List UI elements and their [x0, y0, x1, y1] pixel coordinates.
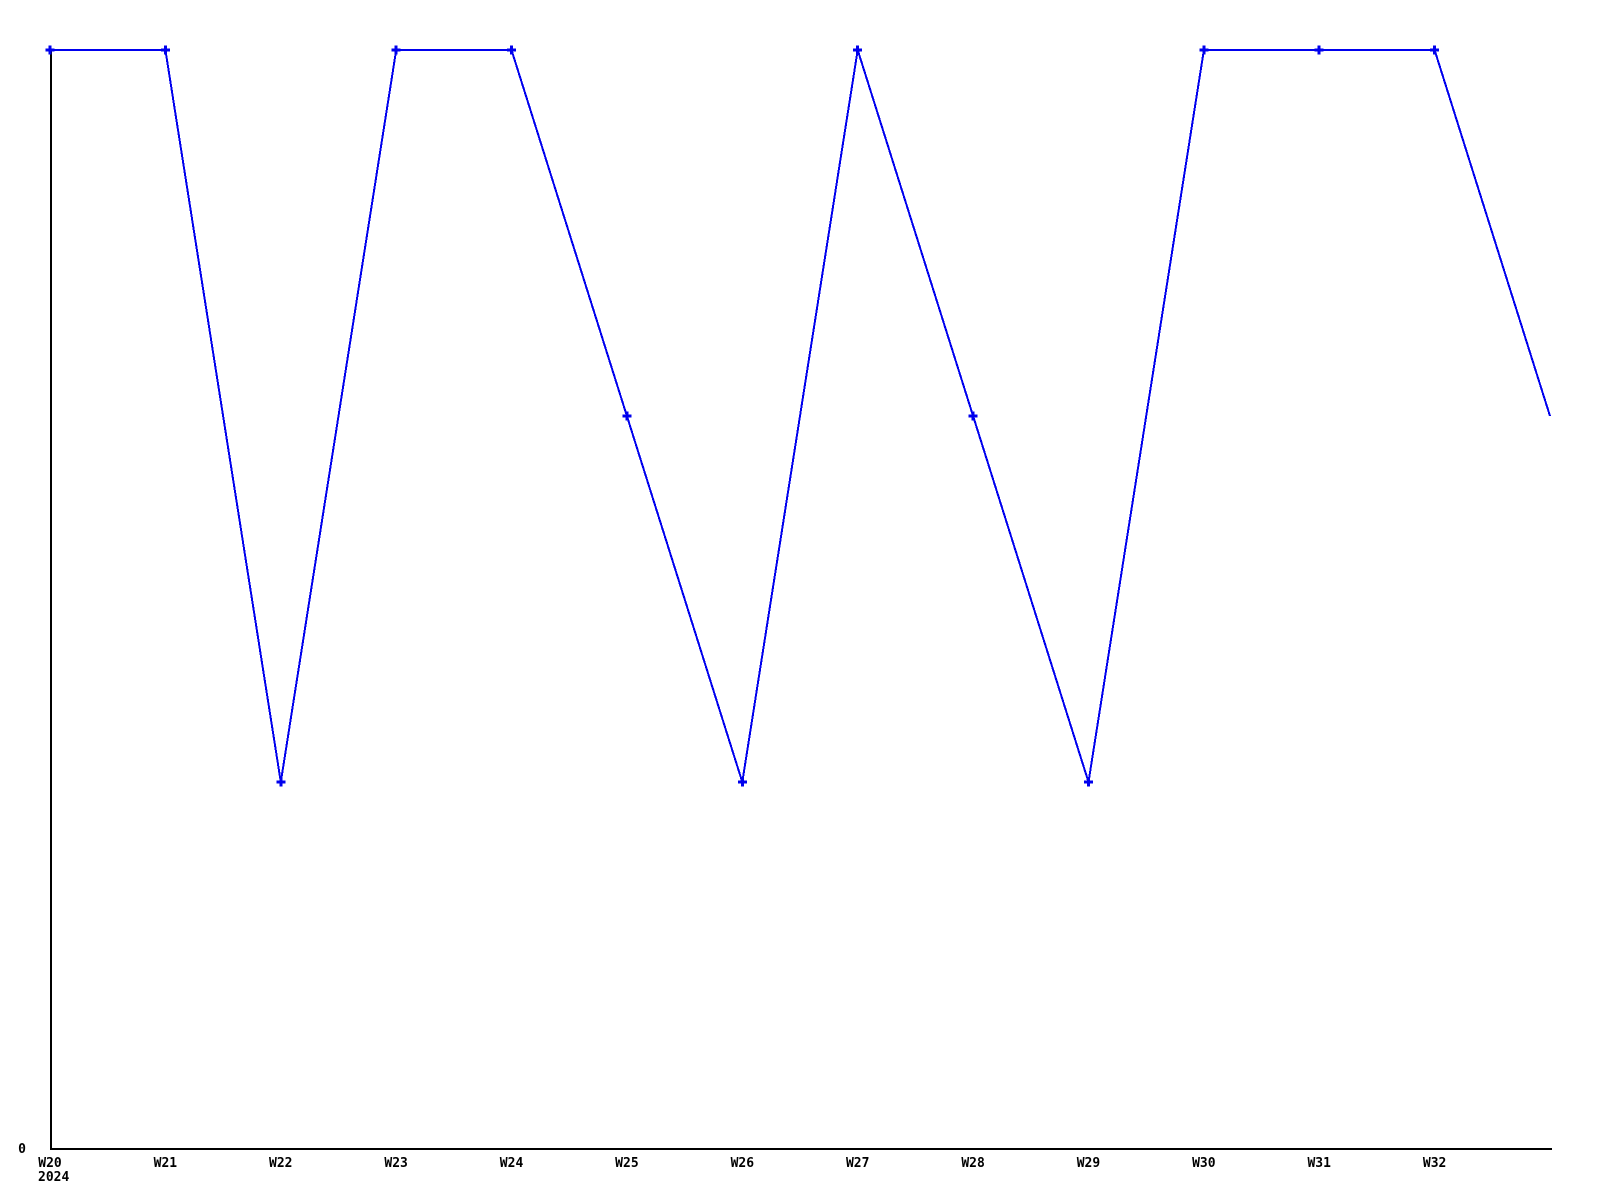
data-point-marker	[622, 411, 632, 421]
x-tick-label: W31	[1307, 1156, 1331, 1171]
marker-plus-vertical	[163, 45, 167, 55]
x-tick-label: W22	[269, 1156, 292, 1171]
marker-plus-vertical	[279, 777, 283, 787]
x-tick-label: W25	[615, 1156, 638, 1171]
marker-plus-vertical	[740, 777, 744, 787]
x-tick-label: W29	[1077, 1156, 1100, 1171]
data-point-marker	[276, 777, 286, 787]
data-point-marker	[1084, 777, 1093, 787]
data-point-marker	[160, 45, 170, 55]
data-point-marker	[737, 777, 747, 787]
data-point-marker	[507, 45, 516, 55]
data-line	[50, 49, 1551, 783]
x-tick-label: W23	[384, 1156, 407, 1171]
marker-plus-vertical	[625, 411, 629, 421]
data-point-marker	[1199, 45, 1209, 55]
x-tick-label: W30	[1192, 1156, 1216, 1171]
data-point-marker	[968, 411, 978, 421]
y-tick-label: 0	[18, 1142, 26, 1157]
marker-plus-vertical	[48, 45, 52, 55]
x-tick-label: W21	[154, 1156, 178, 1171]
x-tick-label: W26	[731, 1156, 755, 1171]
marker-plus-vertical	[971, 411, 975, 421]
x-tick-label: W32	[1423, 1156, 1446, 1171]
x-tick-label: W20	[38, 1156, 62, 1171]
marker-plus-vertical	[394, 45, 398, 55]
marker-plus-vertical	[1202, 45, 1206, 55]
x-tick-label: W24	[500, 1156, 524, 1171]
data-point-marker	[1314, 45, 1324, 55]
x-tick-label: W27	[846, 1156, 869, 1171]
data-point-marker	[45, 45, 55, 55]
x-tick-label: W28	[961, 1156, 985, 1171]
marker-plus-vertical	[1087, 777, 1090, 787]
marker-plus-vertical	[1317, 45, 1321, 55]
data-point-marker	[1430, 45, 1440, 55]
marker-plus-vertical	[510, 45, 513, 55]
data-point-marker	[853, 45, 863, 55]
marker-plus-vertical	[1433, 45, 1437, 55]
x-axis-year-label: 2024	[38, 1170, 69, 1185]
data-point-marker	[391, 45, 401, 55]
marker-plus-vertical	[856, 45, 860, 55]
